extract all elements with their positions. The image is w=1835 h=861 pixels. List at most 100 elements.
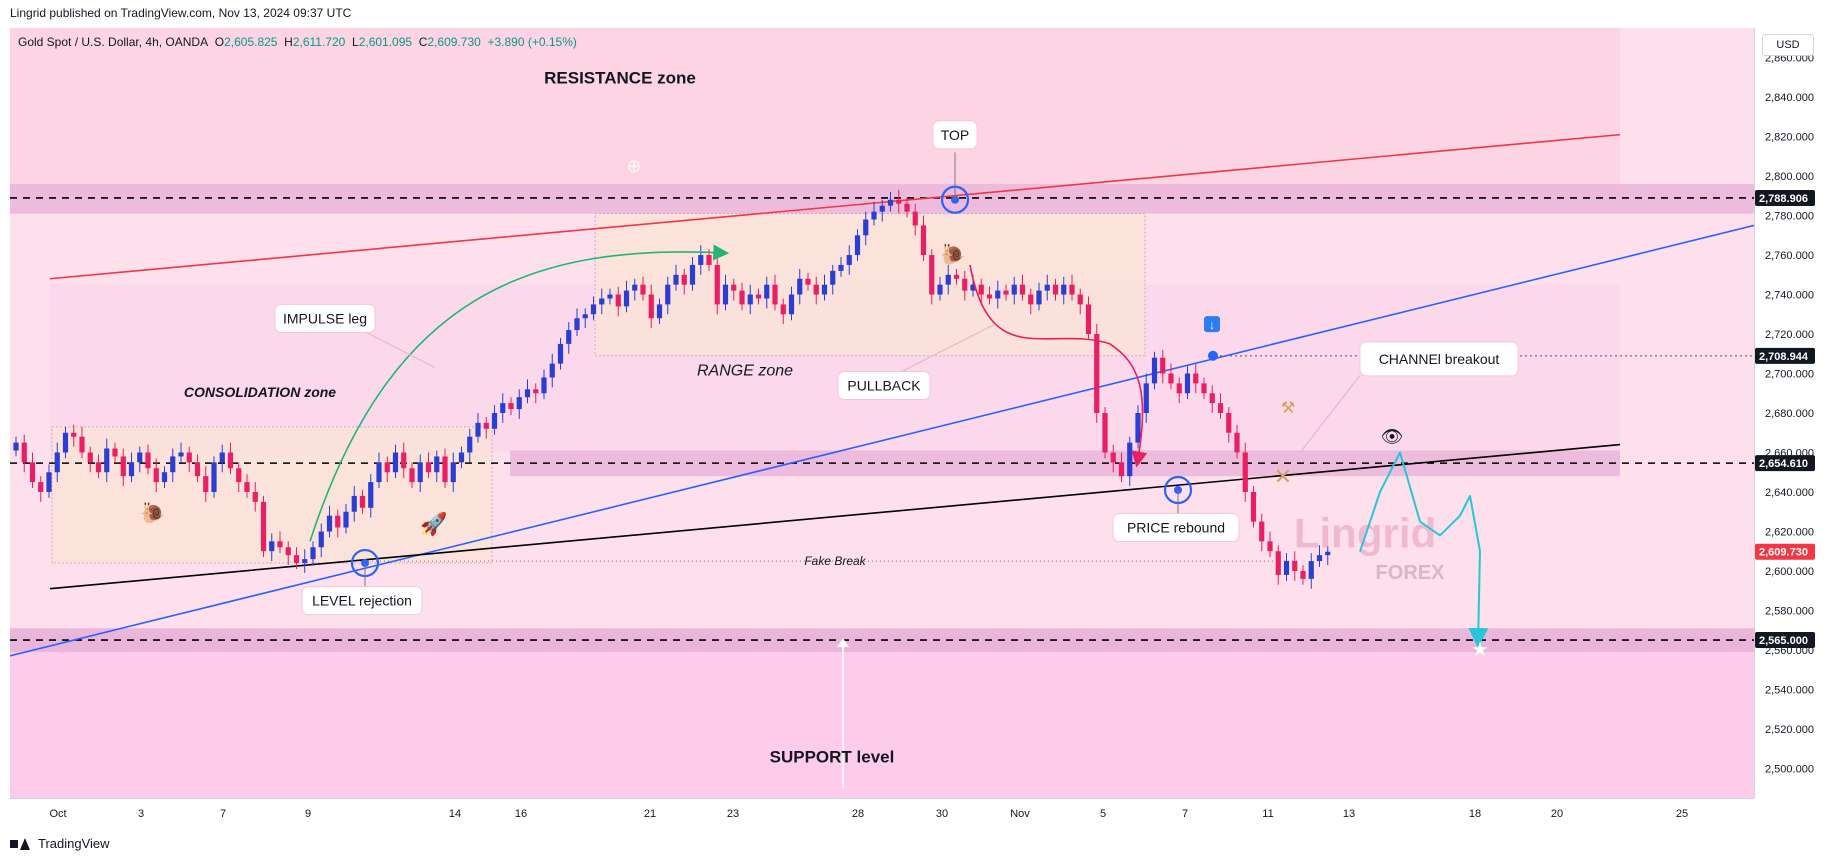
candle bbox=[508, 397, 514, 415]
candle bbox=[368, 474, 374, 518]
candle-body bbox=[788, 294, 795, 315]
candle-body bbox=[1019, 284, 1026, 295]
candle-body bbox=[912, 211, 918, 226]
candle bbox=[467, 428, 473, 463]
candle-body bbox=[326, 515, 333, 532]
candle-body bbox=[599, 298, 605, 305]
candle bbox=[673, 264, 679, 291]
candle-body bbox=[962, 278, 968, 291]
candle bbox=[194, 454, 201, 483]
candle-body bbox=[739, 290, 745, 305]
candle bbox=[434, 450, 440, 483]
candle bbox=[797, 268, 803, 305]
price-tick-label: 2,680.000 bbox=[1765, 408, 1814, 420]
candle-body bbox=[1267, 541, 1273, 552]
candle-body bbox=[491, 413, 498, 429]
candle bbox=[450, 452, 456, 492]
candle bbox=[1168, 363, 1174, 390]
candle bbox=[335, 509, 341, 538]
price-tick-label: 2,760.000 bbox=[1765, 250, 1814, 262]
candle-body bbox=[285, 547, 291, 556]
price-rebound-callout-box bbox=[1112, 513, 1240, 543]
candle-body bbox=[137, 452, 143, 463]
candle-body bbox=[821, 284, 828, 295]
candle-body bbox=[566, 330, 572, 344]
candle bbox=[1061, 276, 1067, 305]
candle bbox=[359, 490, 366, 514]
candle bbox=[409, 462, 415, 489]
candle bbox=[1160, 349, 1166, 384]
watermark-logo: Lingrid bbox=[1294, 509, 1436, 556]
impulse-leg-callout: IMPULSE leg bbox=[274, 303, 376, 333]
candle-body bbox=[1275, 551, 1281, 575]
price-tick-label: 2,600.000 bbox=[1765, 566, 1814, 578]
price-tick-label: 2,780.000 bbox=[1765, 211, 1814, 223]
fake-break-label: Fake Break bbox=[804, 554, 866, 568]
candle bbox=[632, 278, 638, 301]
chart-pane[interactable]: Lingrid FOREX ↓ ★ 👁 🐌 🐌 🚀 ⊕ ✕ ⚒ RESISTANCE zone SUPP… bbox=[10, 28, 1754, 798]
candle-body bbox=[227, 452, 234, 469]
time-axis[interactable]: Oct 3 7 9 14 16 21 23 28 30 Nov 5 7 11 13 18 20 25 bbox=[10, 798, 1754, 827]
candle-body bbox=[557, 343, 564, 364]
open-label: O bbox=[214, 35, 225, 49]
pullback-callout-text: PULLBACK bbox=[847, 378, 921, 394]
price-label-text: 2,654.610 bbox=[1759, 458, 1808, 470]
candle-body bbox=[937, 284, 943, 295]
impulse-leg-callout-text: IMPULSE leg bbox=[283, 310, 367, 326]
cross-icon: ✕ bbox=[1274, 464, 1292, 489]
candle-body bbox=[830, 270, 836, 285]
candle-body bbox=[772, 284, 778, 305]
candle bbox=[401, 442, 407, 479]
candle-body bbox=[574, 318, 580, 331]
support-arrow-head bbox=[837, 638, 849, 648]
candle-body bbox=[731, 284, 737, 291]
candle-body bbox=[392, 452, 399, 473]
price-label-box bbox=[1755, 632, 1815, 649]
candle bbox=[21, 434, 27, 473]
currency-selector[interactable]: USD bbox=[1762, 34, 1814, 56]
candle-body bbox=[1283, 561, 1290, 575]
candle bbox=[1102, 407, 1108, 459]
price-axis[interactable]: 2,500.000 2,520.000 2,540.000 2,560.000 2,58… bbox=[1754, 28, 1826, 798]
candle bbox=[145, 444, 151, 475]
candle bbox=[483, 416, 489, 439]
consolidation-zone-label: CONSOLIDATION zone bbox=[184, 384, 336, 400]
candle-body bbox=[236, 468, 242, 483]
snail-icon: 🐌 bbox=[140, 502, 165, 525]
candle-body bbox=[1085, 304, 1092, 335]
candle bbox=[788, 286, 795, 321]
candle bbox=[95, 454, 102, 479]
candle bbox=[46, 464, 52, 498]
time-tick-label: 18 bbox=[1469, 808, 1481, 820]
candle-body bbox=[46, 472, 52, 492]
candle-body bbox=[277, 541, 283, 548]
candle-body bbox=[203, 476, 209, 492]
price-chart[interactable]: Lingrid FOREX ↓ ★ 👁 🐌 🐌 🚀 ⊕ ✕ ⚒ RESISTANCE zone SUPP… bbox=[10, 28, 1754, 798]
level-rejection-callout-box bbox=[301, 586, 423, 616]
candle bbox=[1316, 545, 1323, 567]
candle bbox=[475, 413, 481, 443]
candle bbox=[376, 452, 382, 489]
candle bbox=[813, 276, 819, 305]
candle bbox=[615, 286, 621, 317]
candle-body bbox=[269, 541, 275, 552]
candle-body bbox=[351, 495, 357, 512]
candle-body bbox=[1151, 357, 1158, 384]
rocket-icon: 🚀 bbox=[420, 511, 447, 536]
impulse-leg-callout-box bbox=[274, 303, 376, 333]
price-tick-label: 2,500.000 bbox=[1765, 763, 1814, 775]
candle bbox=[1011, 276, 1017, 305]
candle bbox=[203, 466, 209, 502]
candle-body bbox=[104, 448, 110, 473]
top-callout: TOP bbox=[932, 120, 978, 150]
watermark-sub: FOREX bbox=[1376, 562, 1446, 584]
candle-body bbox=[838, 264, 844, 271]
candle bbox=[1118, 452, 1125, 483]
candle bbox=[269, 533, 275, 562]
close-value: 2,609.730 bbox=[427, 35, 481, 49]
eye-icon: 👁 bbox=[1381, 427, 1404, 447]
candle bbox=[112, 442, 118, 463]
candle-body bbox=[953, 274, 960, 279]
price-label-text: 2,788.906 bbox=[1759, 193, 1808, 205]
down-arrow-icon bbox=[1204, 316, 1220, 333]
